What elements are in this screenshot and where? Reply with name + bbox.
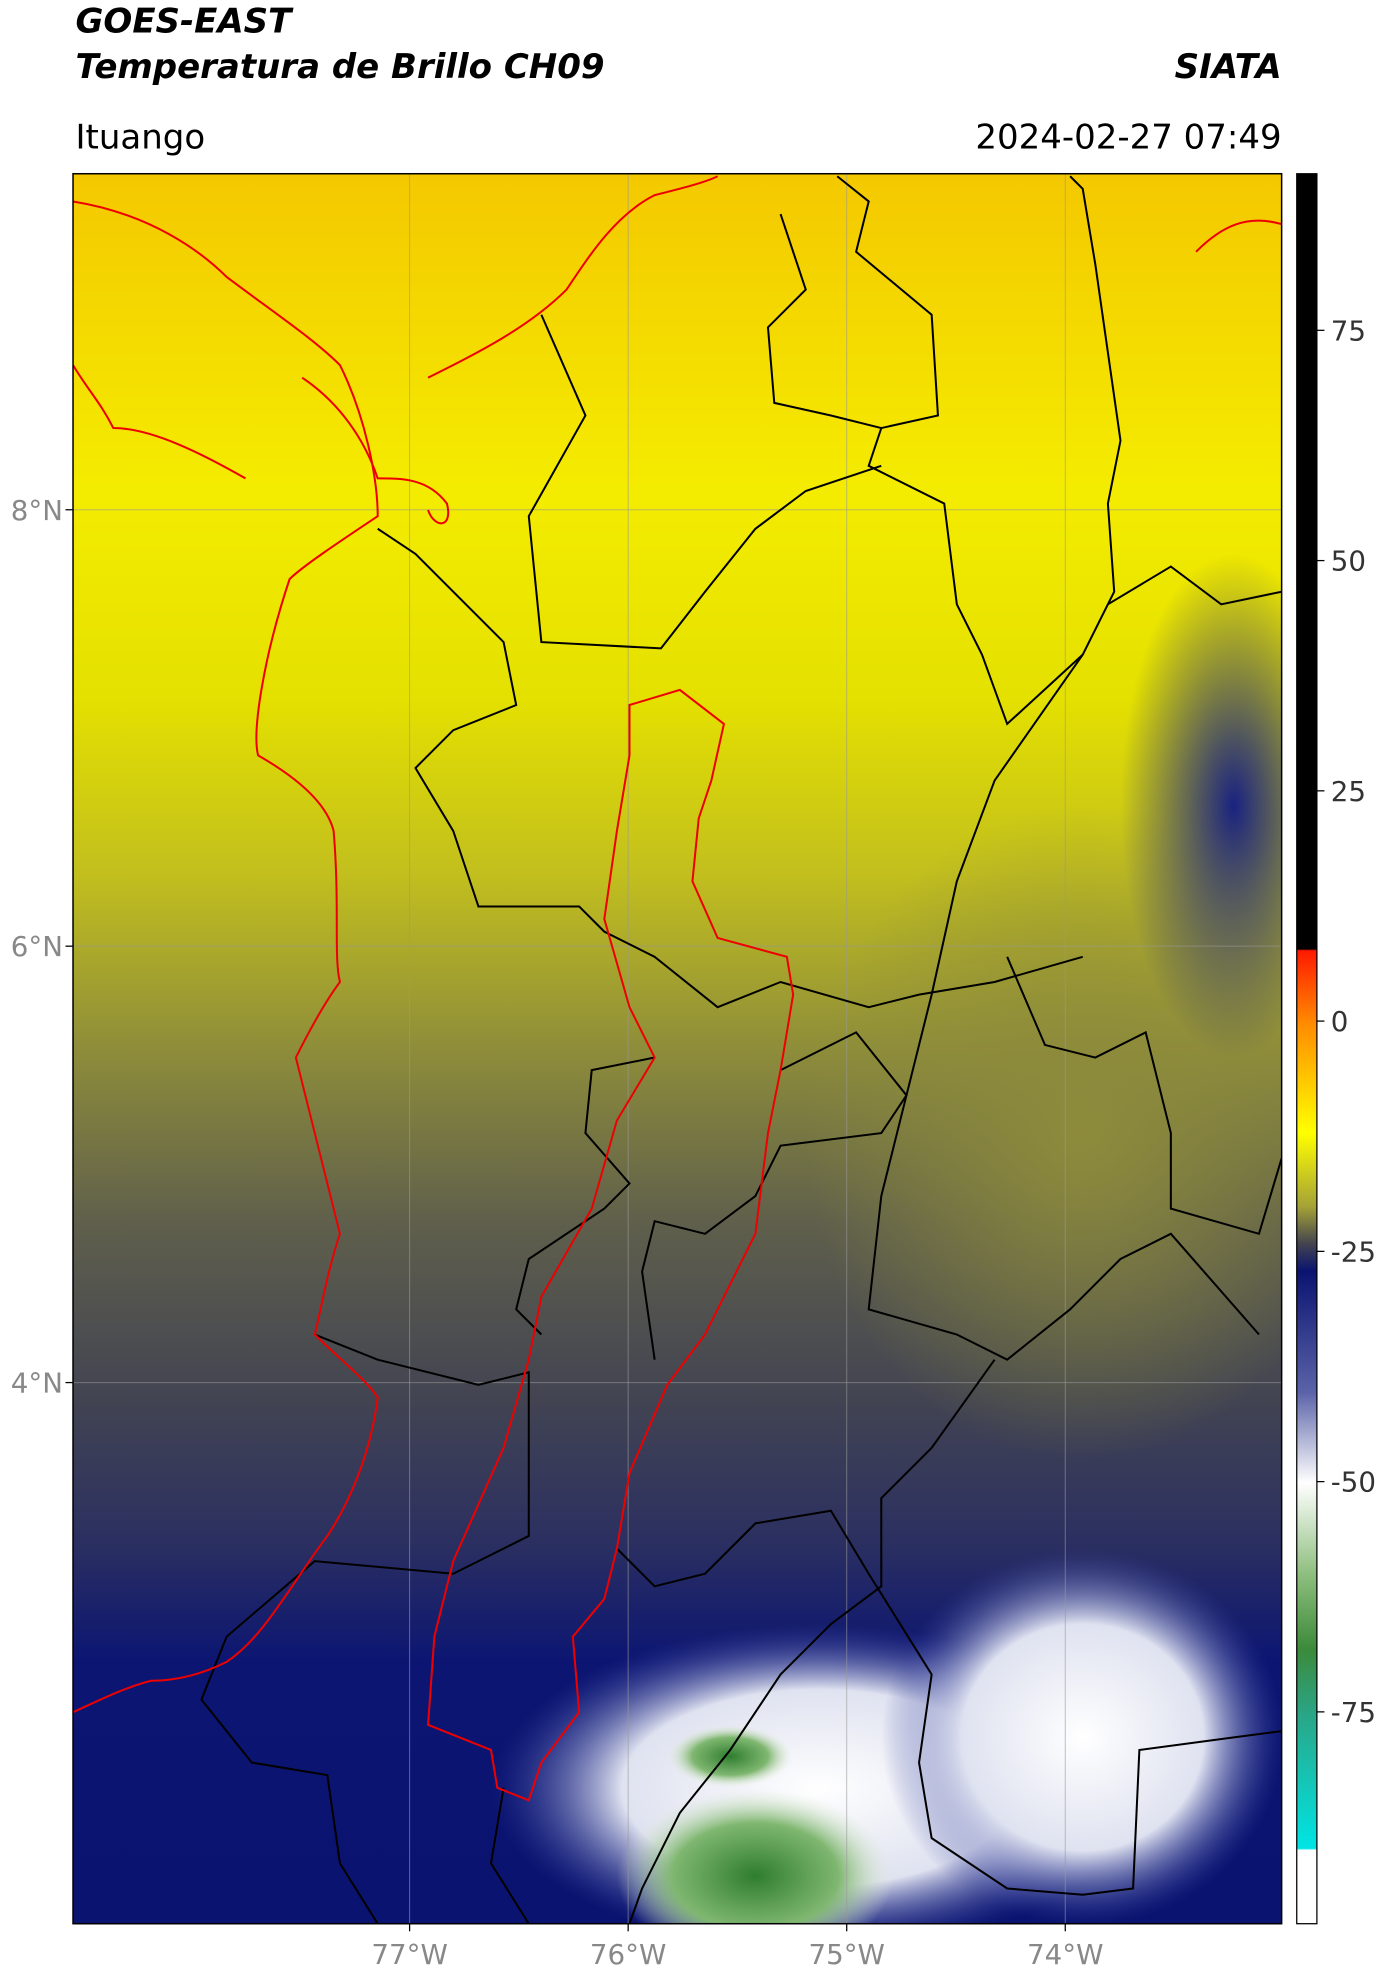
border xyxy=(628,1359,996,1924)
map-ticks: 77°W 76°W 75°W 74°W 8°N 6°N 4°N xyxy=(11,494,1104,1971)
map-frame xyxy=(72,172,1283,1925)
cold-cloud xyxy=(881,1548,1282,1924)
x-tick-label: 75°W xyxy=(808,1938,884,1971)
datetime: 2024-02-27 07:49 xyxy=(975,118,1281,158)
border xyxy=(489,1787,530,1924)
coastline xyxy=(73,175,1282,1802)
colorbar-tick-label: 0 xyxy=(1331,1005,1349,1038)
coast xyxy=(427,175,719,379)
border xyxy=(766,213,882,430)
cold-core xyxy=(667,1724,794,1788)
colorbar-tick-label: 50 xyxy=(1331,545,1366,578)
border xyxy=(200,1333,530,1924)
basin-outline xyxy=(426,688,795,1802)
y-tick-label: 6°N xyxy=(11,930,63,963)
border xyxy=(641,1031,908,1360)
subtitle: Temperatura de Brillo CH09 xyxy=(76,47,605,87)
border xyxy=(515,1056,655,1336)
coast xyxy=(301,376,450,525)
field-patch xyxy=(1120,554,1282,1058)
coast xyxy=(73,200,379,1714)
border xyxy=(867,654,1260,1361)
source: SIATA xyxy=(1175,47,1282,87)
colorbar-ticks: 75 50 25 0 -25 -50 -75 xyxy=(1316,314,1376,1729)
border xyxy=(377,527,1084,1009)
x-tick-label: 76°W xyxy=(590,1938,666,1971)
colorbar-tick-label: -50 xyxy=(1331,1466,1376,1499)
map-area xyxy=(73,173,1282,1924)
border xyxy=(1107,565,1282,606)
colorbar-tick-label: -25 xyxy=(1331,1235,1376,1268)
colorbar-tick-label: 25 xyxy=(1331,775,1366,808)
border xyxy=(527,314,882,650)
coast xyxy=(73,364,247,480)
border xyxy=(1006,956,1282,1236)
y-tick-label: 8°N xyxy=(11,494,63,527)
coast xyxy=(1195,219,1282,253)
cold-core xyxy=(616,1787,894,1924)
border xyxy=(836,175,1122,726)
x-tick-label: 74°W xyxy=(1027,1938,1103,1971)
grid xyxy=(73,173,1282,1924)
borders xyxy=(200,175,1282,1924)
y-tick-label: 4°N xyxy=(11,1367,63,1400)
colorbar-tick-label: 75 xyxy=(1331,314,1366,347)
x-tick-label: 77°W xyxy=(371,1938,447,1971)
colorbar xyxy=(1296,173,1318,1925)
location: Ituango xyxy=(76,118,206,158)
colorbar-tick-label: -75 xyxy=(1331,1696,1376,1729)
border xyxy=(616,1509,1282,1896)
title: GOES-EAST xyxy=(76,2,295,42)
